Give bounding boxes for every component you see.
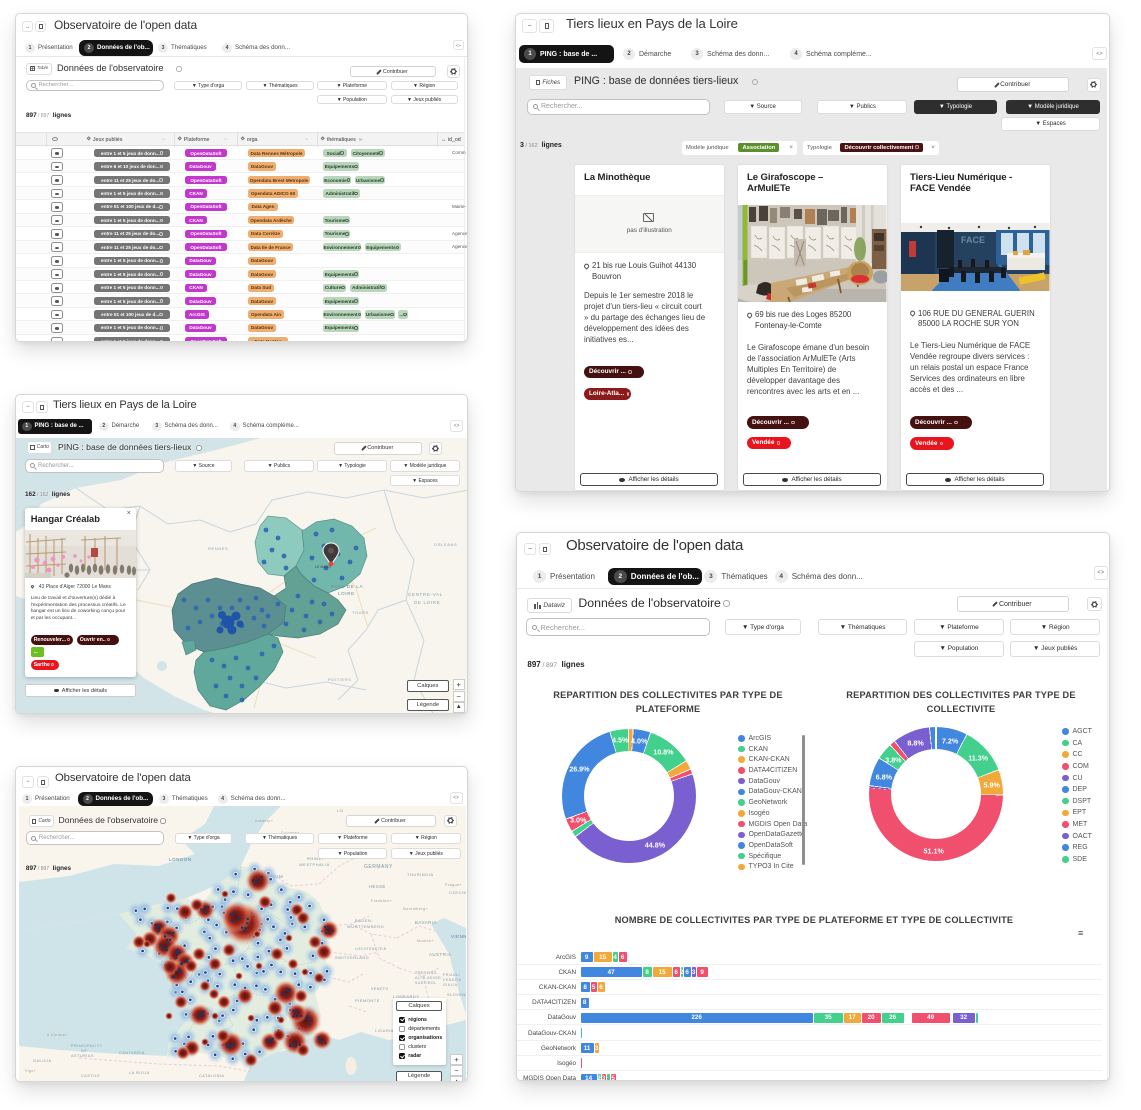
svg-text:Prague+: Prague+	[445, 883, 462, 887]
svg-text:FACE: FACE	[961, 235, 985, 245]
svg-text:POITIERS: POITIERS	[328, 677, 351, 682]
svg-text:PRINCIPALITY: PRINCIPALITY	[71, 1044, 103, 1048]
svg-text:PIEMONTE: PIEMONTE	[355, 998, 380, 1003]
svg-text:TRENTINO-: TRENTINO-	[415, 971, 439, 975]
svg-text:SWITZERLAND: SWITZERLAND	[335, 955, 369, 960]
svg-text:LIECHTENSTEIN: LIECHTENSTEIN	[355, 947, 387, 951]
svg-text:CATALONIA: CATALONIA	[199, 1074, 224, 1078]
svg-text:CZECHIA: CZECHIA	[449, 890, 466, 895]
svg-text:Antwerp+: Antwerp+	[255, 819, 273, 823]
svg-text:RENNES: RENNES	[208, 546, 228, 551]
svg-text:LOMBARDY: LOMBARDY	[393, 994, 419, 999]
svg-text:BADEN-: BADEN-	[355, 918, 373, 923]
svg-text:THURINGIA: THURINGIA	[407, 872, 434, 877]
svg-text:BAVARIA: BAVARIA	[415, 920, 437, 925]
svg-text:PAYS DE LA: PAYS DE LA	[331, 584, 363, 589]
svg-text:LA RIOJA: LA RIOJA	[129, 1071, 150, 1075]
svg-text:CANTABRIA: CANTABRIA	[119, 1051, 145, 1055]
svg-text:VIENNA: VIENNA	[451, 934, 466, 939]
svg-text:WESTPHALIA: WESTPHALIA	[299, 862, 330, 867]
svg-text:Munich+: Munich+	[417, 939, 434, 943]
svg-text:LE MANS: LE MANS	[315, 565, 331, 569]
svg-text:VENETO: VENETO	[371, 987, 389, 991]
svg-text:SLOVENIA: SLOVENIA	[447, 993, 466, 997]
svg-text:A Coruna+: A Coruna+	[47, 1033, 68, 1037]
svg-text:Vigo+: Vigo+	[25, 1069, 36, 1073]
svg-text:FRIAULI: FRIAULI	[443, 973, 460, 977]
svg-text:Frankfurt+: Frankfurt+	[371, 899, 392, 903]
svg-text:LO: LO	[337, 808, 343, 813]
svg-text:ALTO ADIGE/: ALTO ADIGE/	[415, 976, 442, 980]
svg-text:TOURS: TOURS	[352, 610, 369, 615]
svg-text:DE LOIRE: DE LOIRE	[414, 600, 440, 605]
svg-text:AUSTRIA: AUSTRIA	[429, 952, 452, 957]
svg-text:OF: OF	[81, 1049, 87, 1053]
svg-text:ASTURIAS: ASTURIAS	[71, 1054, 94, 1058]
svg-text:Nuremberg+: Nuremberg+	[403, 907, 428, 911]
svg-text:ORLEANS: ORLEANS	[434, 542, 457, 547]
svg-text:GALICIA: GALICIA	[33, 1059, 51, 1063]
svg-text:GIULIA: GIULIA	[443, 983, 458, 987]
svg-text:LOIRE: LOIRE	[338, 591, 355, 596]
svg-text:GERMANY: GERMANY	[364, 864, 393, 870]
svg-text:CENTRE-VAL: CENTRE-VAL	[408, 592, 443, 597]
svg-text:RHINE-: RHINE-	[307, 856, 324, 861]
svg-text:SUDTIROL: SUDTIROL	[415, 981, 437, 985]
svg-text:HESSE: HESSE	[369, 884, 386, 889]
svg-text:LIGURIA: LIGURIA	[375, 1029, 394, 1033]
svg-text:LONDON: LONDON	[169, 857, 192, 862]
svg-text:CASTILE: CASTILE	[81, 1074, 100, 1078]
svg-text:WURTTEMBERG: WURTTEMBERG	[347, 924, 384, 929]
svg-text:VENEZIA: VENEZIA	[443, 978, 462, 982]
